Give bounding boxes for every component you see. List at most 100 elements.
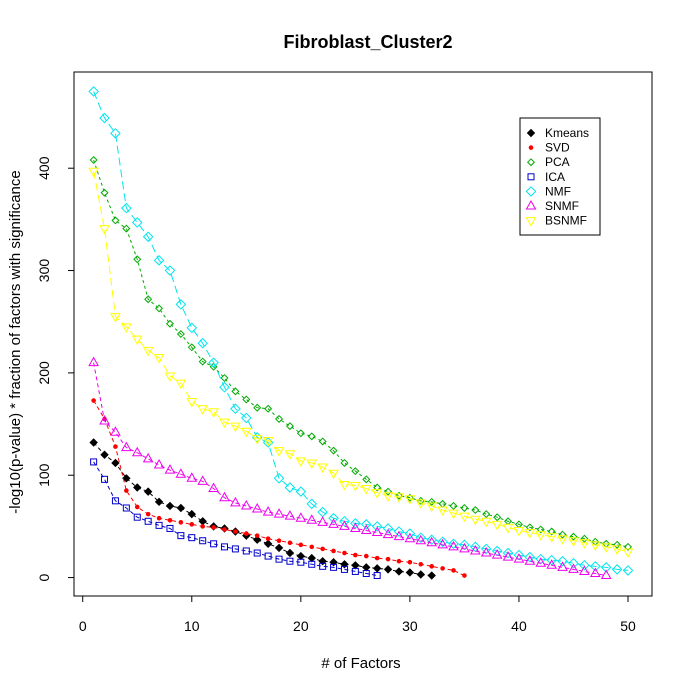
data-point-pca: [187, 343, 196, 352]
data-point-pca: [493, 513, 502, 522]
x-tick-label: 30: [402, 618, 418, 634]
data-point-snmf: [350, 522, 361, 532]
data-point-ica: [351, 567, 359, 575]
data-point-snmf: [459, 542, 470, 553]
data-point-kmeans: [405, 568, 415, 577]
data-point-bsnmf: [524, 529, 536, 539]
data-point-nmf: [219, 381, 230, 393]
data-point-snmf: [240, 499, 252, 510]
data-point-svd: [244, 531, 249, 536]
data-point-snmf: [251, 502, 263, 513]
data-point-kmeans: [143, 487, 153, 496]
data-point-bsnmf: [611, 545, 623, 555]
data-point-nmf: [437, 536, 448, 548]
data-point-nmf: [306, 498, 318, 510]
data-point-ica: [340, 565, 348, 573]
data-point-bsnmf: [284, 450, 296, 460]
series-layer: [88, 86, 634, 580]
data-point-bsnmf: [557, 535, 568, 545]
data-point-bsnmf: [339, 480, 350, 491]
legend-label-svd: SVD: [545, 141, 570, 155]
data-point-nmf: [393, 526, 405, 537]
legend-symbol-snmf: [525, 199, 537, 210]
y-axis-label: -log10(p-value) * fraction of factors wi…: [7, 170, 24, 514]
data-point-bsnmf: [317, 463, 329, 474]
data-point-nmf: [131, 217, 143, 228]
legend-box: [519, 117, 601, 236]
legend-symbol-svd: [528, 145, 534, 150]
data-point-nmf: [99, 112, 110, 124]
data-point-pca: [384, 487, 393, 496]
data-point-snmf: [99, 414, 110, 425]
data-point-pca: [536, 525, 545, 534]
legend-symbol-kmeans: [526, 128, 536, 138]
data-point-kmeans: [351, 561, 360, 570]
data-point-bsnmf: [535, 531, 547, 541]
data-point-svd: [113, 444, 118, 449]
data-point-bsnmf: [186, 398, 198, 408]
data-point-pca: [122, 224, 131, 233]
data-point-kmeans: [394, 567, 404, 576]
data-point-svd: [342, 550, 347, 556]
data-point-pca: [176, 329, 185, 339]
data-point-kmeans: [154, 497, 164, 507]
data-point-pca: [471, 506, 480, 515]
data-point-nmf: [502, 547, 514, 559]
y-tick-label: 400: [36, 156, 52, 180]
data-point-ica: [210, 540, 218, 548]
data-point-nmf: [546, 554, 557, 566]
data-point-ica: [144, 517, 152, 525]
data-point-bsnmf: [459, 512, 470, 523]
y-tick-label: 100: [36, 463, 52, 487]
data-point-snmf: [131, 446, 143, 457]
data-point-kmeans: [285, 548, 295, 558]
data-point-ica: [101, 475, 109, 483]
data-point-nmf: [371, 521, 383, 532]
data-point-nmf: [415, 532, 427, 543]
data-point-ica: [177, 532, 185, 540]
data-point-snmf: [164, 464, 176, 474]
legend-label-bsnmf: BSNMF: [545, 214, 587, 228]
data-point-nmf: [241, 412, 252, 424]
data-point-snmf: [502, 551, 514, 561]
data-point-pca: [394, 491, 403, 500]
data-point-snmf: [186, 472, 198, 482]
legend-label-pca: PCA: [545, 155, 570, 169]
data-point-ica: [155, 521, 163, 529]
legend-label-ica: ICA: [545, 170, 565, 184]
data-point-svd: [233, 529, 238, 534]
data-point-ica: [166, 524, 174, 532]
data-point-bsnmf: [99, 225, 110, 235]
series-nmf: [88, 86, 634, 576]
data-point-bsnmf: [502, 523, 514, 534]
series-snmf: [88, 356, 612, 580]
data-point-bsnmf: [426, 502, 438, 512]
data-point-svd: [320, 546, 325, 552]
data-point-nmf: [328, 512, 339, 524]
data-point-snmf: [579, 565, 590, 575]
data-point-nmf: [273, 472, 285, 484]
data-point-pca: [580, 534, 589, 543]
axis-ticks: 0 10 20 30 40 50 0 100 200 300 400: [36, 156, 636, 634]
data-point-ica: [231, 545, 239, 553]
data-point-bsnmf: [350, 481, 361, 492]
data-point-kmeans: [253, 535, 262, 544]
data-point-pca: [307, 432, 316, 441]
data-point-svd: [254, 533, 260, 538]
data-point-nmf: [110, 128, 121, 139]
data-point-svd: [451, 568, 456, 573]
data-point-nmf: [600, 562, 612, 573]
x-axis-label: # of Factors: [321, 655, 400, 672]
data-point-nmf: [186, 322, 198, 334]
data-point-kmeans: [198, 517, 207, 526]
data-point-pca: [231, 387, 240, 396]
data-point-pca: [329, 446, 338, 455]
x-tick-label: 10: [184, 618, 200, 634]
data-point-bsnmf: [197, 405, 209, 415]
data-point-bsnmf: [251, 434, 263, 445]
data-point-ica: [297, 558, 305, 566]
data-point-nmf: [230, 403, 241, 415]
data-point-bsnmf: [273, 447, 285, 457]
data-point-pca: [296, 429, 305, 438]
data-point-ica: [122, 504, 130, 512]
